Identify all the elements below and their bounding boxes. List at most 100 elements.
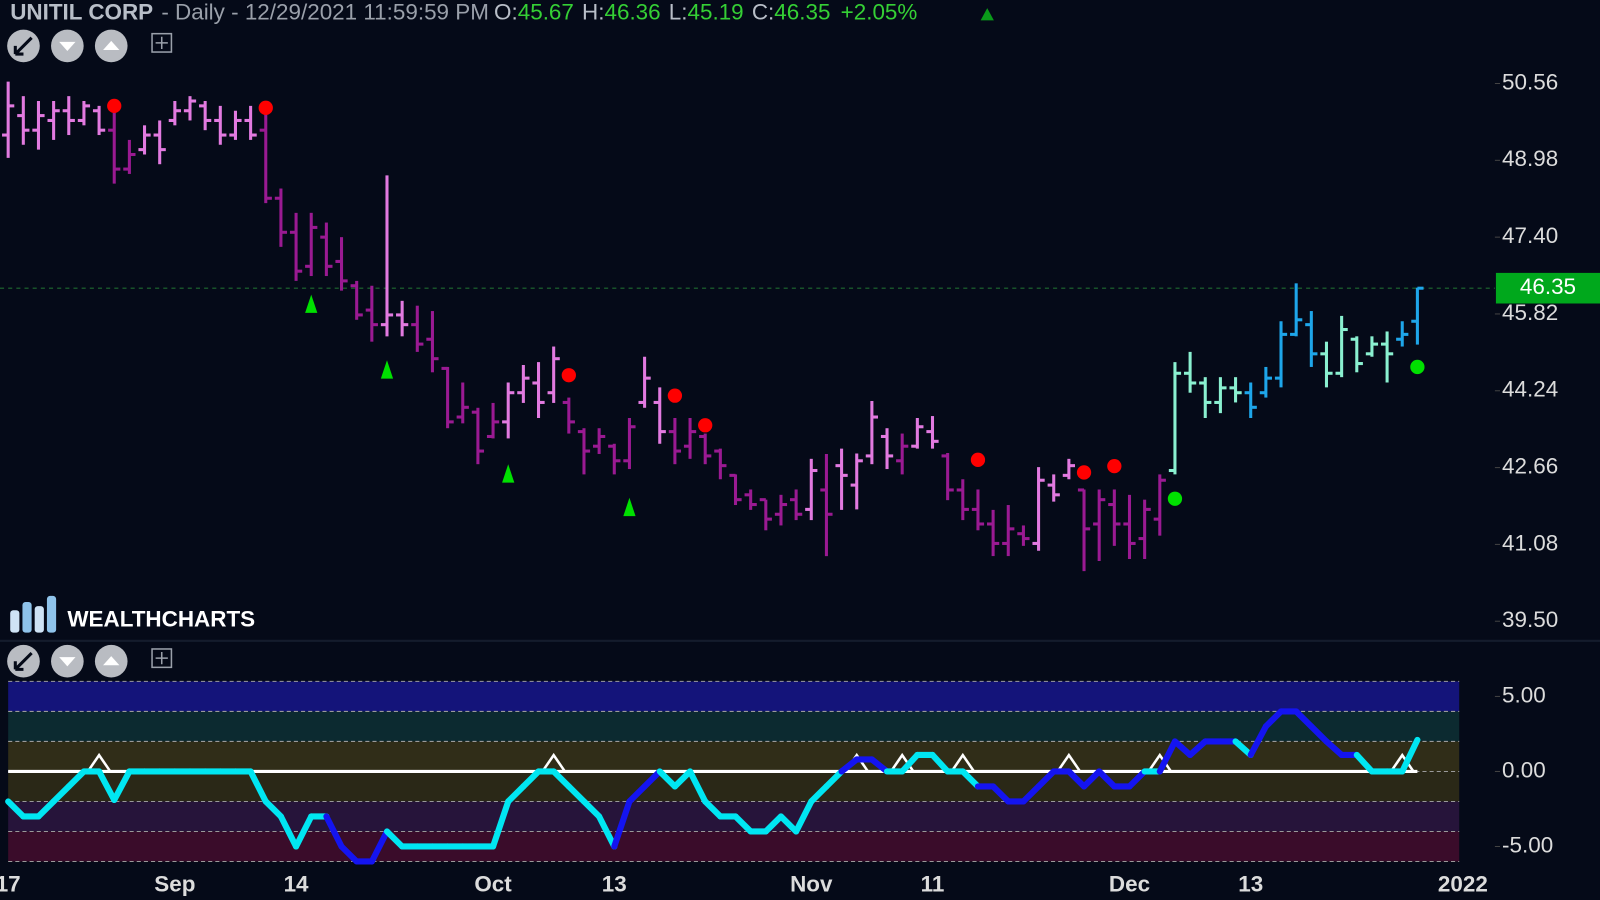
band bbox=[8, 711, 1460, 742]
indicator-segment bbox=[65, 768, 87, 790]
indicator-segment bbox=[368, 828, 391, 865]
sell-signal bbox=[970, 452, 986, 467]
band bbox=[8, 681, 1460, 712]
x-tick-label: Dec bbox=[1109, 872, 1150, 897]
y-tick-label: 39.50 bbox=[1502, 607, 1558, 632]
indicator-segment bbox=[671, 768, 694, 790]
symbol: UNITIL CORP bbox=[10, 0, 153, 24]
y-tick-label: 47.40 bbox=[1502, 223, 1558, 248]
y-tick-label: 5.00 bbox=[1502, 682, 1546, 707]
indicator-segment bbox=[1126, 768, 1148, 790]
indicator-segment bbox=[1096, 768, 1118, 790]
indicator-segment bbox=[1065, 768, 1088, 790]
icon bbox=[13, 651, 33, 671]
indicator-segment bbox=[323, 813, 345, 850]
indicator-segment bbox=[1308, 723, 1330, 745]
indicator-segment bbox=[1171, 738, 1194, 759]
buy-signal bbox=[1410, 359, 1425, 375]
indicator-segment bbox=[823, 768, 845, 790]
icon bbox=[59, 41, 76, 52]
header: UNITIL CORP - Daily - 12/29/2021 11:59:59… bbox=[10, 0, 917, 24]
indicator-segment bbox=[565, 783, 588, 805]
quote-value: 46.36 bbox=[604, 0, 660, 24]
indicator-segment bbox=[686, 768, 709, 805]
indicator-segment bbox=[702, 798, 724, 820]
x-tick-label: 14 bbox=[284, 872, 309, 897]
indicator-segment bbox=[1156, 738, 1179, 775]
indicator-segment bbox=[247, 768, 269, 805]
indicator-segment bbox=[111, 768, 133, 804]
x-tick-label: 13 bbox=[1238, 872, 1263, 897]
indicator-segment bbox=[505, 783, 527, 805]
indicator-segment bbox=[1293, 708, 1315, 730]
icon bbox=[103, 656, 120, 666]
indicator-segment bbox=[732, 813, 754, 835]
sell-signal bbox=[1076, 465, 1092, 480]
y-tick-label: 44.24 bbox=[1502, 377, 1558, 402]
indicator-segment bbox=[580, 798, 603, 820]
x-tick-label: 17 bbox=[0, 872, 21, 897]
sell-signal bbox=[667, 388, 683, 403]
buy-arrow bbox=[623, 497, 636, 517]
last-price-label: 46.35 bbox=[1520, 274, 1576, 299]
y-tick-label: -5.00 bbox=[1502, 832, 1553, 857]
indicator-segment bbox=[1247, 723, 1269, 759]
x-tick-label: 11 bbox=[921, 872, 945, 897]
indicator-segment bbox=[490, 798, 512, 850]
indicator-segment bbox=[550, 768, 572, 790]
indicator-segment bbox=[1323, 738, 1345, 759]
x-tick-label: Oct bbox=[474, 872, 512, 897]
indicator-segment bbox=[277, 813, 300, 850]
watermark: WEALTHCHARTS bbox=[67, 606, 255, 631]
last-price-box bbox=[1495, 272, 1600, 304]
change: +2.05% bbox=[841, 0, 918, 24]
indicator-segment bbox=[35, 798, 57, 820]
y-tick-label: 45.82 bbox=[1502, 300, 1558, 325]
add-button[interactable] bbox=[151, 32, 173, 53]
band bbox=[8, 741, 1460, 772]
icon bbox=[155, 652, 168, 665]
indicator-segment bbox=[50, 783, 72, 805]
indicator-segment bbox=[1399, 736, 1421, 775]
indicator-segment bbox=[762, 813, 785, 835]
band bbox=[8, 831, 1460, 862]
indicator-segment bbox=[1080, 768, 1103, 790]
x-tick-label: Nov bbox=[790, 872, 833, 897]
logo-shape bbox=[34, 606, 44, 633]
x-tick-label: 2022 bbox=[1438, 872, 1488, 897]
indicator-segment bbox=[262, 798, 284, 820]
y-tick-label: 0.00 bbox=[1502, 757, 1546, 782]
add-button[interactable] bbox=[151, 648, 173, 669]
indicator-segment bbox=[990, 783, 1012, 805]
indicator-segment bbox=[868, 756, 891, 775]
indicator-segment bbox=[520, 768, 542, 790]
indicator-segment bbox=[1232, 738, 1254, 759]
sell-signal bbox=[258, 100, 273, 115]
indicator-segment bbox=[929, 751, 951, 775]
indicator-segment bbox=[293, 813, 315, 850]
indicator-segment bbox=[1020, 783, 1042, 805]
band bbox=[8, 771, 1460, 802]
indicator-segment bbox=[596, 813, 618, 850]
y-tick-label: 41.08 bbox=[1502, 530, 1558, 555]
icon bbox=[103, 40, 120, 50]
quote-label: L: bbox=[669, 0, 688, 24]
indicator-segment bbox=[808, 783, 830, 805]
indicator-segment bbox=[777, 813, 800, 835]
indicator-segment bbox=[5, 798, 27, 820]
indicator-segment bbox=[1187, 738, 1209, 759]
sell-signal bbox=[1107, 458, 1122, 474]
indicator-segment bbox=[96, 768, 118, 804]
indicator-segment bbox=[656, 768, 678, 790]
quote-value: 45.67 bbox=[518, 0, 574, 24]
x-tick-label: Sep bbox=[154, 872, 195, 897]
quote-value: 46.35 bbox=[774, 0, 830, 24]
icon bbox=[59, 657, 76, 667]
indicator-segment bbox=[899, 751, 921, 775]
sell-signal bbox=[698, 418, 713, 433]
buy-arrow bbox=[502, 464, 515, 483]
buy-arrow bbox=[380, 360, 394, 379]
indicator-segment bbox=[838, 756, 860, 775]
